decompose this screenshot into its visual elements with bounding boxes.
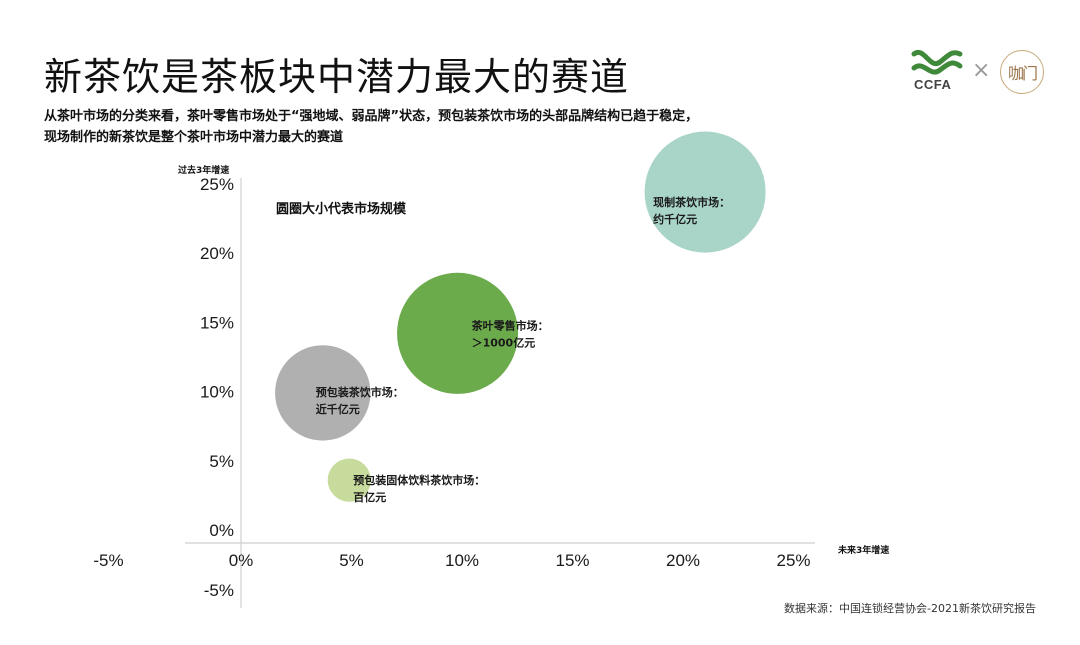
bubble-size-label-fresh-tea: 约千亿元 — [653, 212, 697, 226]
x-tick-label-10: 10% — [445, 551, 479, 570]
x-tick-label-25: 25% — [776, 551, 810, 570]
x-axis-title: 未来3年增速 — [837, 544, 889, 556]
bubble-label-fresh-tea: 现制茶饮市场： — [653, 195, 730, 209]
y-tick-label-25: 25% — [200, 175, 234, 194]
y-tick-label-0: 0% — [209, 521, 234, 540]
y-tick-label-5: -5% — [204, 581, 234, 600]
y-tick-label-10: 10% — [200, 383, 234, 402]
bubble-packaged-tea — [275, 345, 371, 441]
bubble-size-note: 圆圈大小代表市场规模 — [276, 201, 407, 217]
page-subtitle: 从茶叶市场的分类来看，茶叶零售市场处于“强地域、弱品牌”状态，预包装茶饮市场的头… — [44, 106, 844, 148]
x-tick-labels: -5% 0% 5% 10% 15% 20% 25% — [93, 551, 810, 570]
x-tick-label-20: 20% — [666, 551, 700, 570]
x-tick-label-5: -5% — [93, 551, 123, 570]
bubble-size-label-packaged-tea: 近千亿元 — [316, 402, 360, 416]
bubble-label-packaged-tea: 预包装茶饮市场： — [316, 385, 404, 399]
y-axis-title: 过去3年增速 — [178, 164, 229, 176]
y-tick-label-20: 20% — [200, 244, 234, 263]
page-title: 新茶饮是茶板块中潜力最大的赛道 — [44, 55, 630, 99]
bubble-fresh-tea — [644, 131, 766, 253]
bubble-label-solid-tea: 预包装固体饮料茶饮市场： — [353, 473, 485, 487]
ccfa-logo: CCFA — [908, 48, 966, 94]
bubble-size-label-tea-retail: ＞1000亿元 — [472, 335, 536, 349]
y-tick-label-5: 5% — [209, 452, 234, 471]
bubble-label-tea-retail: 茶叶零售市场： — [471, 318, 549, 332]
ccfa-emblem-icon — [911, 49, 963, 75]
bubble-solid-tea — [327, 458, 371, 502]
data-source: 数据来源：中国连锁经营协会-2021新茶饮研究报告 — [784, 602, 1036, 615]
bubble-tea-retail — [397, 272, 519, 394]
bubble-size-label-solid-tea: 百亿元 — [353, 490, 386, 504]
bubble-layer — [275, 131, 766, 502]
y-tick-label-15: 15% — [200, 313, 234, 332]
subtitle-line-2: 现场制作的新茶饮是整个茶叶市场中潜力最大的赛道 — [44, 130, 344, 145]
subtitle-line-1: 从茶叶市场的分类来看，茶叶零售市场处于“强地域、弱品牌”状态，预包装茶饮市场的头… — [44, 109, 699, 124]
x-tick-label-15: 15% — [555, 551, 589, 570]
ccfa-logo-text: CCFA — [914, 77, 952, 92]
x-tick-label-0: 0% — [229, 551, 254, 570]
kamen-logo: 咖门 — [1000, 50, 1044, 94]
x-tick-label-5: 5% — [339, 551, 364, 570]
logo-group: CCFA × 咖门 — [908, 48, 1048, 96]
y-tick-labels: -5% 0% 5% 10% 15% 20% 25% — [200, 175, 234, 600]
logo-separator: × — [972, 58, 991, 83]
